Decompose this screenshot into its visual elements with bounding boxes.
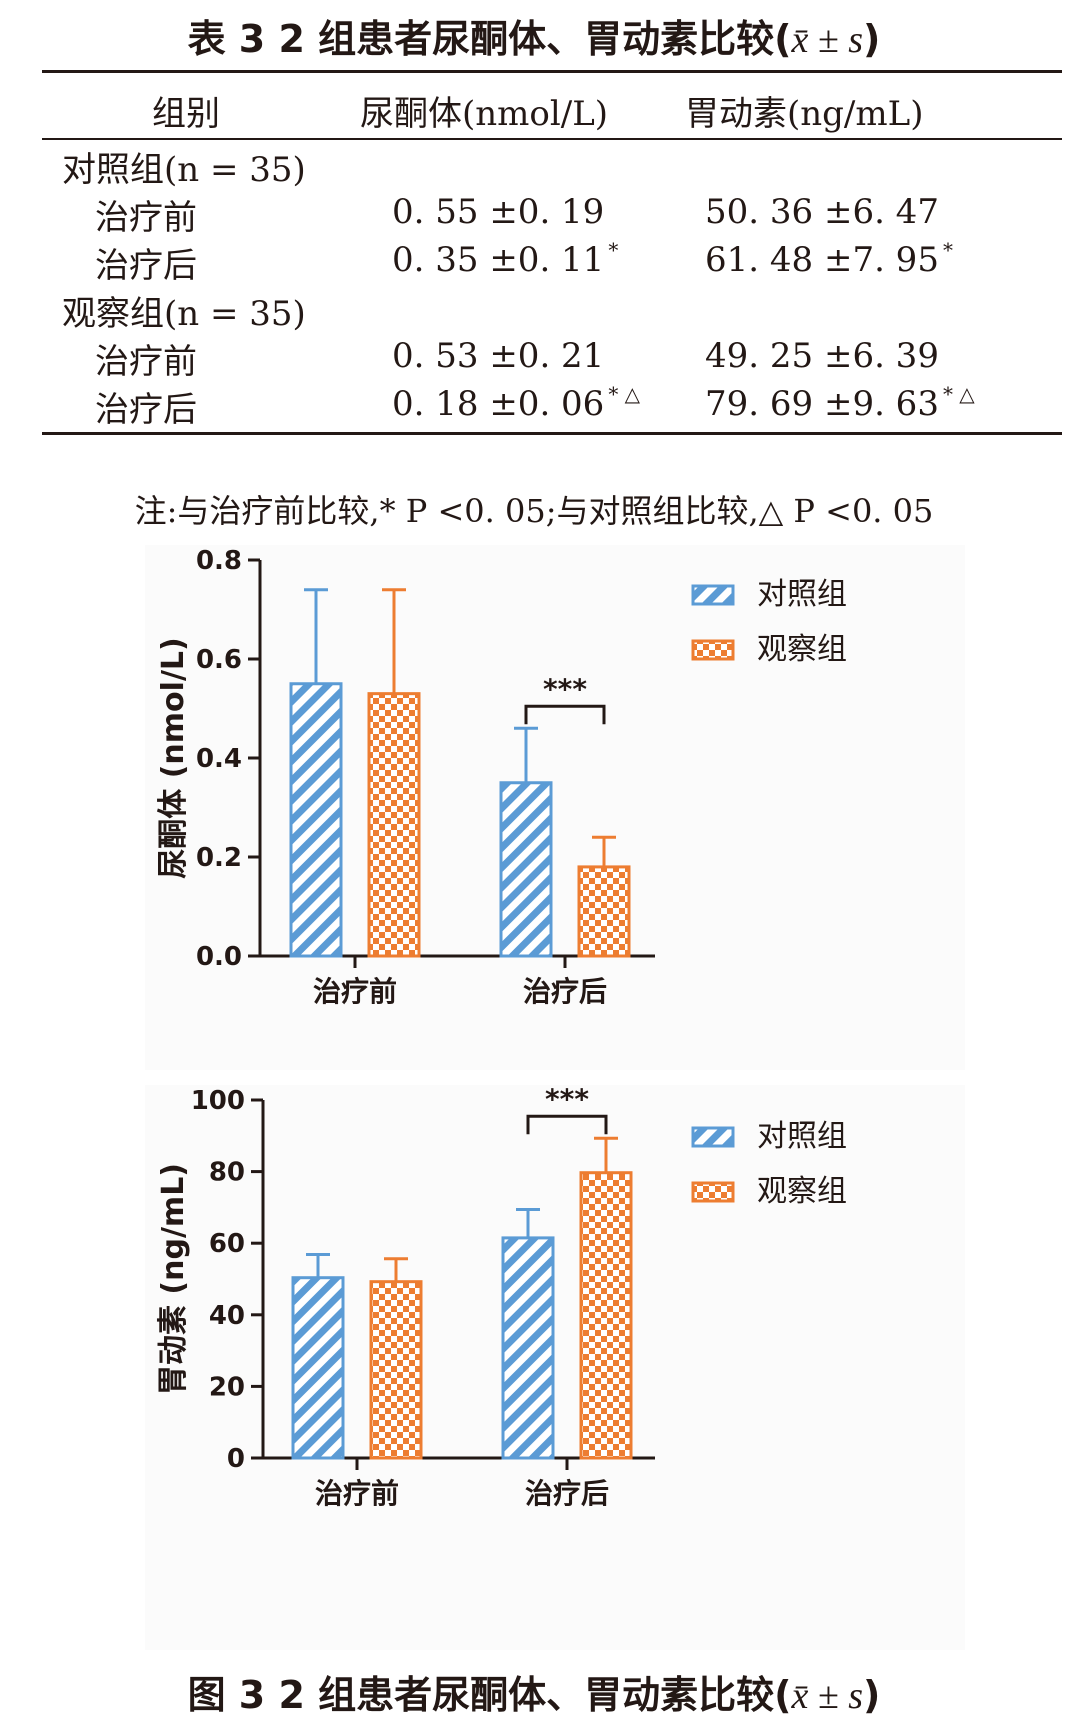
legend-swatch [691,1181,735,1203]
chart-ketone: 0.0 0.2 0.4 0.6 0.8 尿酮体 (nmol/L) 治疗前 治疗后 *** 对照组观… [156,546,847,1008]
bar [369,1280,423,1460]
y-tick-label: 100 [191,1086,245,1116]
y-tick-label: 0 [227,1444,245,1474]
chart-ketone-panel: 0.0 0.2 0.4 0.6 0.8 尿酮体 (nmol/L) 治疗前 治疗后 *** 对照组观… [145,545,965,1070]
x-tick-label: 治疗后 [525,1477,609,1510]
ketone-cell: 0. 18 ±0. 06 * △ [392,382,640,424]
legend-label: 观察组 [757,632,847,667]
group-label-observation: 观察组(n = 35) [62,294,306,334]
x-tick-label: 治疗前 [313,975,397,1008]
bar [289,682,343,958]
significance-label: *** [543,672,587,705]
figure-caption-stat: x̄ ± s [791,1675,864,1717]
ketone-value: 0. 35 ±0. 11 [392,240,605,280]
chart-frame: 0.0 0.2 0.4 0.6 0.8 尿酮体 (nmol/L) 治疗前 治疗后 *** 对照组观… [156,546,847,1008]
ketone-value: 0. 55 ±0. 19 [392,192,605,232]
y-tick-label: 0.2 [196,843,242,873]
figure-caption: 图 3 2 组患者尿酮体、胃动素比较(x̄ ± s) [0,1664,1068,1719]
bar [291,1276,345,1460]
y-tick-label: 40 [209,1301,245,1331]
ketone-value: 0. 53 ±0. 21 [392,336,605,376]
motilin-value: 79. 69 ±9. 63 [705,384,939,424]
x-tick-label: 治疗前 [315,1477,399,1510]
row-label: 治疗后 [95,390,197,430]
motilin-cell: 61. 48 ±7. 95 * [705,238,953,280]
ketone-mark: * △ [608,382,641,406]
figure-caption-text: 图 3 2 组患者尿酮体、胃动素比较( [187,1673,792,1717]
header-ketone: 尿酮体(nmol/L) [360,94,609,134]
y-tick-label: 80 [209,1158,245,1188]
ketone-cell: 0. 53 ±0. 21 [392,334,608,376]
bar [501,1236,555,1460]
row-label: 治疗后 [95,246,197,286]
figure-caption-close: ) [863,1673,881,1717]
motilin-mark: * [942,238,953,262]
y-tick-label: 20 [209,1372,245,1402]
group-label-control: 对照组(n = 35) [62,150,306,190]
ketone-value: 0. 18 ±0. 06 [392,384,605,424]
table-note: 注:与治疗前比较,* P <0. 05;与对照组比较,△ P <0. 05 [134,492,934,530]
motilin-mark: * △ [942,382,975,406]
motilin-cell: 79. 69 ±9. 63 * △ [705,382,975,424]
legend-label: 观察组 [757,1174,847,1209]
bar [499,781,553,958]
ketone-mark: * [608,238,619,262]
legend-swatch [691,1126,735,1148]
bar [367,692,421,958]
y-tick-label: 0.0 [196,942,242,972]
x-tick-label: 治疗后 [523,975,607,1008]
significance-label: *** [545,1085,589,1115]
table-caption-text: 表 3 2 组患者尿酮体、胃动素比较( [187,17,792,61]
y-tick-label: 0.8 [196,546,242,576]
chart-motilin-panel: 0 20 40 60 80 100 胃动素 (ng/mL) 治疗前 治疗后 *** 对照组观察组 [145,1082,965,1650]
motilin-value: 61. 48 ±7. 95 [705,240,939,280]
table-caption-stat: x̄ ± s [791,19,864,61]
legend-label: 对照组 [757,1119,847,1154]
bar [577,865,631,958]
table-caption-close: ) [863,17,881,61]
motilin-cell: 49. 25 ±6. 39 [705,334,943,376]
y-tick-label: 0.6 [196,645,242,675]
table-bottom-rule [42,432,1062,435]
table-header-rule [42,138,1062,140]
y-axis-title: 尿酮体 (nmol/L) [156,637,191,878]
y-tick-label: 0.4 [196,744,242,774]
significance-bracket [524,704,606,725]
header-motilin: 胃动素(ng/mL) [685,94,924,134]
legend-swatch [691,639,735,661]
y-axis-title: 胃动素 (ng/mL) [156,1163,191,1395]
bar [579,1171,633,1460]
significance-bracket [526,1114,608,1135]
motilin-value: 50. 36 ±6. 47 [705,192,939,232]
ketone-cell: 0. 35 ±0. 11 * [392,238,618,280]
table-top-rule [42,70,1062,73]
row-label: 治疗前 [95,198,197,238]
legend-swatch [691,584,735,606]
motilin-cell: 50. 36 ±6. 47 [705,190,943,232]
table-caption: 表 3 2 组患者尿酮体、胃动素比较(x̄ ± s) [0,8,1068,63]
legend-label: 对照组 [757,577,847,612]
header-group: 组别 [152,94,220,134]
motilin-value: 49. 25 ±6. 39 [705,336,939,376]
ketone-cell: 0. 55 ±0. 19 [392,190,608,232]
y-tick-label: 60 [209,1229,245,1259]
row-label: 治疗前 [95,342,197,382]
